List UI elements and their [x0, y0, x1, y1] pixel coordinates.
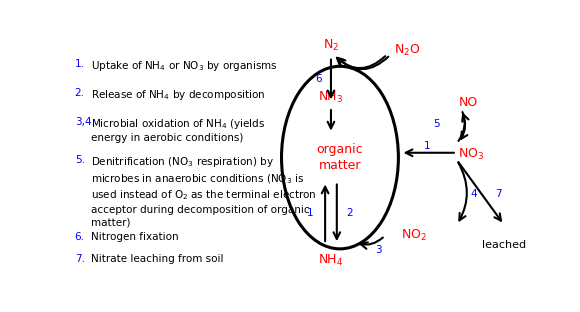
- Text: 2: 2: [346, 208, 353, 218]
- Text: Nitrate leaching from soil: Nitrate leaching from soil: [92, 254, 224, 264]
- Text: 7.: 7.: [75, 254, 85, 264]
- Text: N$_2$: N$_2$: [323, 38, 339, 53]
- Text: 3: 3: [375, 245, 382, 255]
- Text: 6: 6: [316, 75, 322, 85]
- Text: 2.: 2.: [75, 88, 85, 98]
- Text: organic: organic: [317, 143, 363, 156]
- Text: 6.: 6.: [75, 232, 85, 242]
- Text: 1: 1: [306, 208, 313, 218]
- Text: 4: 4: [470, 188, 477, 199]
- Text: 1.: 1.: [75, 59, 85, 69]
- Text: Nitrogen fixation: Nitrogen fixation: [92, 232, 179, 242]
- Text: NH$_4$: NH$_4$: [318, 252, 343, 268]
- Text: Uptake of NH$_4$ or NO$_3$ by organisms: Uptake of NH$_4$ or NO$_3$ by organisms: [92, 59, 278, 73]
- Text: NO$_2$: NO$_2$: [401, 228, 426, 243]
- Text: matter: matter: [318, 159, 361, 173]
- Text: Release of NH$_4$ by decomposition: Release of NH$_4$ by decomposition: [92, 88, 266, 102]
- Text: 1: 1: [425, 140, 431, 151]
- Text: N$_2$O: N$_2$O: [394, 43, 420, 58]
- Text: 7: 7: [495, 188, 502, 199]
- Text: 5.: 5.: [75, 155, 85, 165]
- Text: NH$_3$: NH$_3$: [318, 90, 343, 105]
- Text: Denitrification (NO$_3$ respiration) by
microbes in anaerobic conditions (NO$_3$: Denitrification (NO$_3$ respiration) by …: [92, 155, 317, 227]
- Text: Microbial oxidation of NH$_4$ (yields
energy in aerobic conditions): Microbial oxidation of NH$_4$ (yields en…: [92, 117, 266, 143]
- Text: leached: leached: [482, 241, 526, 251]
- Text: 3,4.: 3,4.: [75, 117, 95, 127]
- Text: NO$_3$: NO$_3$: [458, 146, 484, 162]
- Text: 5: 5: [434, 119, 440, 129]
- Text: NO: NO: [459, 96, 478, 109]
